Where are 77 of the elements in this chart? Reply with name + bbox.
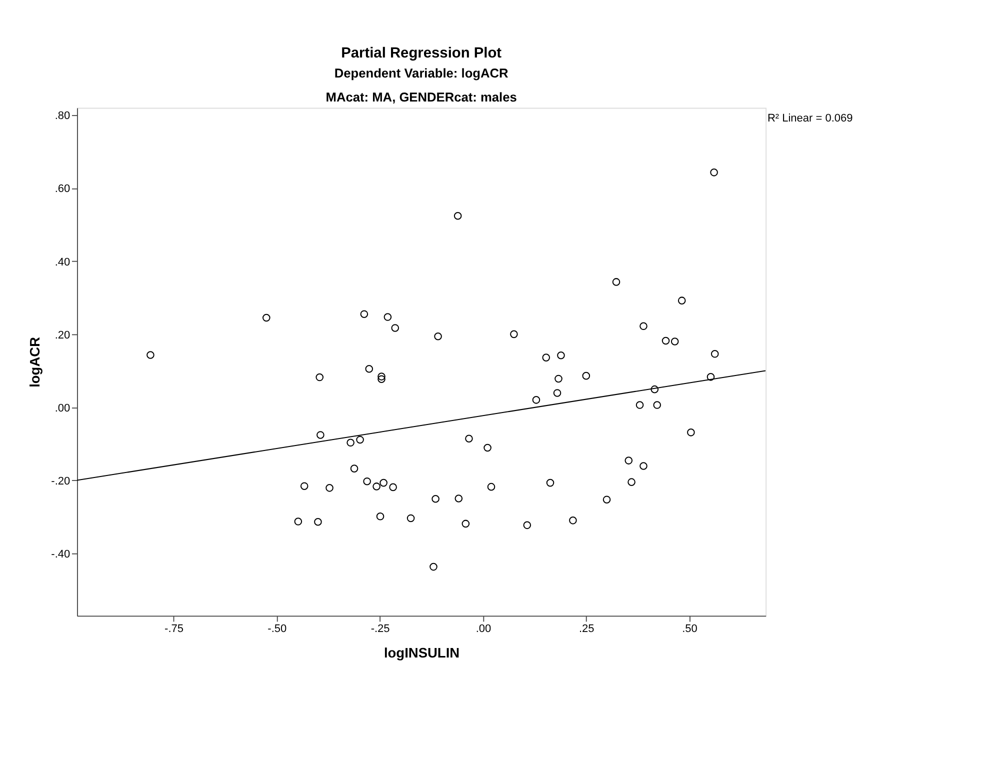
point [542,354,550,362]
point [146,351,154,359]
x-tick-label: .00 [476,622,492,635]
point [640,322,648,330]
point [465,434,473,443]
point [372,482,380,490]
y-tick-label: -.20 [51,475,70,488]
x-tick-label: .25 [578,622,594,635]
point [384,313,392,321]
point [628,478,636,486]
point [376,512,384,520]
point [346,438,354,447]
point [432,494,440,503]
x-tick-label: -.50 [268,622,287,635]
point [356,436,364,444]
x-tick-label: -.75 [164,622,184,635]
point [406,514,415,522]
y-tick-label: .00 [54,402,70,414]
point [389,483,397,492]
point [650,385,659,394]
point [487,482,496,491]
point [316,431,324,439]
point [569,516,577,524]
point [262,314,270,322]
point [523,521,532,530]
point [602,496,611,504]
point [554,374,562,383]
point [378,375,386,383]
point [300,482,308,490]
point [687,428,695,436]
y-tick-label: .40 [54,256,70,268]
point [624,456,633,464]
point [365,364,374,373]
point [670,338,679,346]
y-tick-label: .20 [54,329,70,342]
point [532,396,540,404]
point [316,373,324,382]
point [640,462,648,470]
point [546,478,554,487]
point [710,350,719,358]
point [454,494,463,502]
point [678,296,686,304]
point [378,372,386,380]
point [510,330,518,338]
y-tick-label: -.40 [51,548,70,560]
point [612,278,620,286]
point [350,464,358,472]
point [553,389,562,397]
chart-subtitle: Dependent Variable: logACR [334,66,508,81]
point [380,478,388,487]
point [294,518,302,526]
point [430,562,438,571]
point [454,212,462,220]
text: R² Linear = 0.069 [767,112,853,125]
x-tick-label: -.25 [370,622,390,635]
point [360,310,368,318]
point [484,444,492,452]
text: MAcat: MA, GENDERcat: males [326,89,517,104]
point [434,332,442,340]
point [557,351,565,360]
point [636,401,644,409]
x-axis-title: logINSULIN [384,645,460,660]
y-tick-label: .80 [54,110,70,122]
point [706,373,715,381]
point [326,484,334,492]
point [710,168,718,176]
point [462,520,470,528]
chart-title: Partial Regression Plot [341,45,502,62]
y-axis-title: logACR [27,336,42,388]
point [363,477,371,486]
point [653,401,662,409]
point [391,324,400,332]
point [582,372,590,380]
point [662,336,670,345]
y-tick-label: .60 [54,183,70,196]
x-tick-label: .50 [682,622,698,635]
point [314,518,322,526]
